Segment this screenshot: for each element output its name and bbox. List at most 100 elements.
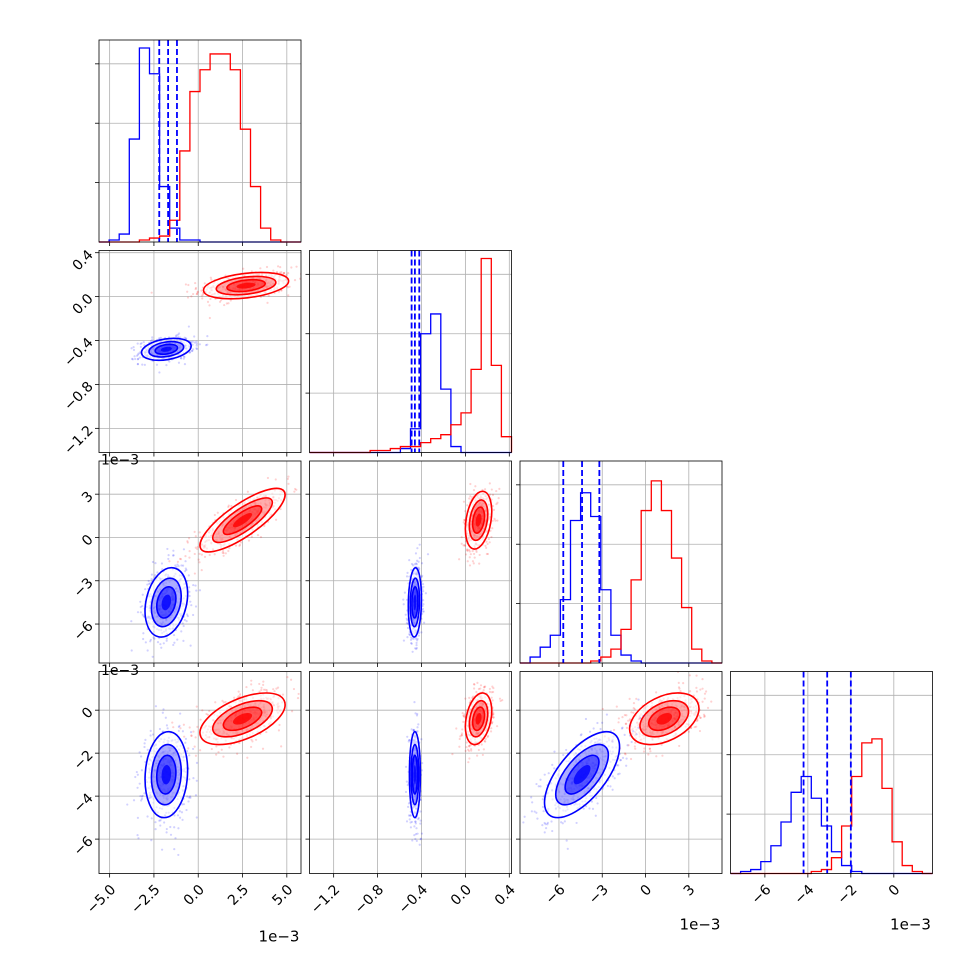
sample-point (189, 795, 192, 798)
sample-point (265, 265, 269, 269)
sample-point (195, 344, 198, 347)
sample-point (138, 751, 141, 754)
sample-point (413, 701, 416, 704)
sample-point (193, 745, 196, 748)
sample-point (414, 562, 418, 565)
sample-point (138, 356, 141, 359)
sample-point (490, 727, 493, 730)
sample-point (492, 508, 496, 511)
sample-point (183, 363, 187, 366)
sample-point (411, 650, 414, 653)
sample-point (135, 770, 138, 774)
sample-point (175, 565, 178, 568)
sample-point (139, 794, 142, 798)
sample-point (410, 728, 413, 731)
sample-point (200, 568, 203, 572)
sample-point (703, 714, 706, 718)
sample-point (196, 545, 199, 549)
sample-point (422, 599, 425, 602)
sample-point (278, 271, 281, 274)
axes-frame (98, 460, 302, 664)
sample-point (468, 556, 471, 559)
sample-point (190, 295, 193, 298)
sample-point (633, 745, 636, 748)
sample-point (265, 689, 268, 692)
sample-point (286, 286, 290, 289)
sample-point (171, 554, 175, 557)
sample-point (418, 843, 421, 846)
sample-point (404, 790, 408, 794)
sample-point (501, 699, 504, 702)
sample-point (209, 297, 212, 301)
hist-panel-0 (95, 39, 302, 246)
sample-point (281, 693, 285, 696)
y-tick-label: 0.0 (70, 291, 97, 318)
sample-point (466, 560, 469, 563)
sample-point (250, 535, 253, 538)
sample-point (473, 683, 476, 686)
sample-point (625, 726, 629, 729)
sample-point (176, 638, 179, 641)
sample-point (470, 749, 473, 752)
sample-point (195, 761, 199, 764)
sample-point (287, 475, 290, 478)
sample-point (482, 689, 485, 692)
sample-point (467, 744, 471, 748)
samples (404, 681, 504, 846)
sample-point (484, 740, 487, 743)
sample-point (167, 557, 170, 561)
sample-point (185, 808, 188, 812)
sample-point (695, 690, 699, 693)
sample-point (149, 640, 152, 643)
sample-point (160, 562, 164, 565)
sample-point (184, 741, 187, 744)
sample-point (199, 535, 202, 538)
sample-point (189, 600, 192, 603)
sample-point (229, 299, 232, 302)
sample-point (272, 269, 275, 272)
x-tick-label: 0 (638, 882, 656, 900)
sample-point (189, 644, 192, 647)
sample-point (485, 552, 488, 556)
sample-point (282, 272, 285, 275)
sample-point (421, 607, 425, 611)
sample-point (183, 355, 186, 359)
sample-point (420, 562, 424, 565)
sample-point (704, 690, 708, 693)
sample-point (132, 348, 136, 352)
sample-point (151, 733, 155, 736)
sample-point (417, 634, 420, 637)
sample-point (172, 554, 175, 557)
sample-point (139, 605, 142, 609)
sample-point (182, 355, 185, 358)
sample-point (294, 487, 297, 491)
sample-point (165, 364, 168, 367)
sample-point (136, 773, 139, 776)
sample-point (177, 361, 181, 364)
sample-point (206, 335, 209, 338)
sample-point (173, 641, 176, 644)
sample-point (464, 510, 467, 513)
sample-point (186, 290, 189, 293)
sample-point (136, 833, 139, 837)
sample-point (177, 827, 180, 830)
sample-point (405, 622, 408, 625)
sample-point (177, 729, 180, 732)
sample-point (422, 585, 425, 588)
sample-point (462, 720, 465, 724)
sample-point (473, 556, 476, 559)
sample-point (293, 279, 297, 282)
sample-point (629, 757, 633, 761)
sample-point (407, 805, 410, 808)
sample-point (210, 278, 213, 281)
sample-point (246, 756, 249, 759)
sample-point (464, 553, 468, 556)
sample-point (406, 571, 409, 574)
sample-point (710, 700, 713, 703)
sample-point (460, 542, 463, 545)
sample-point (230, 504, 233, 508)
sample-point (417, 723, 420, 726)
sample-point (205, 344, 208, 347)
sample-point (142, 615, 145, 618)
sample-point (184, 560, 187, 563)
